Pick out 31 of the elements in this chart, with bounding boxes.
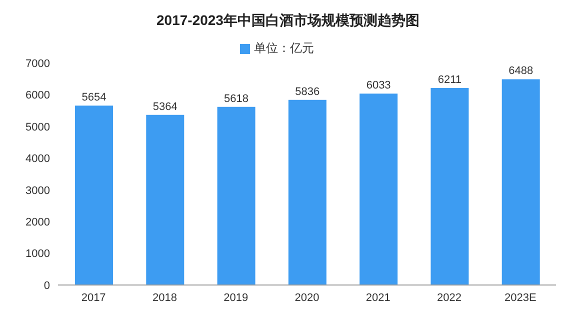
y-tick-label: 1000	[26, 248, 50, 260]
data-label: 5654	[82, 92, 106, 104]
y-tick-label: 0	[44, 280, 50, 292]
chart-title: 2017-2023年中国白酒市场规模预测趋势图	[156, 11, 420, 30]
x-tick-label: 2022	[437, 292, 462, 304]
x-tick-label: 2021	[366, 292, 390, 304]
bar	[430, 88, 469, 285]
legend-label: 单位：亿元	[254, 41, 314, 55]
data-label: 6033	[366, 80, 391, 92]
data-label: 6211	[438, 74, 462, 86]
x-tick-label: 2018	[152, 292, 177, 304]
y-tick-label: 4000	[26, 153, 50, 166]
x-tick-label: 2017	[81, 292, 106, 304]
bar	[288, 100, 326, 285]
bar	[217, 106, 256, 285]
y-tick-label: 7000	[26, 58, 50, 70]
data-label: 5836	[295, 86, 320, 98]
bar	[360, 94, 398, 285]
bar	[146, 114, 184, 285]
data-label: 5618	[224, 92, 249, 105]
data-label: 6488	[508, 65, 534, 78]
y-tick-label: 5000	[26, 121, 50, 134]
x-tick-label: 2023E	[504, 292, 536, 304]
y-tick-label: 3000	[26, 184, 50, 197]
x-tick-label: 2019	[224, 292, 248, 304]
x-tick-label: 2020	[294, 292, 320, 304]
y-tick-label: 2000	[26, 216, 50, 228]
bar	[75, 106, 113, 285]
bar	[502, 79, 540, 285]
data-label: 5364	[152, 100, 178, 113]
y-tick-label: 6000	[26, 90, 50, 102]
